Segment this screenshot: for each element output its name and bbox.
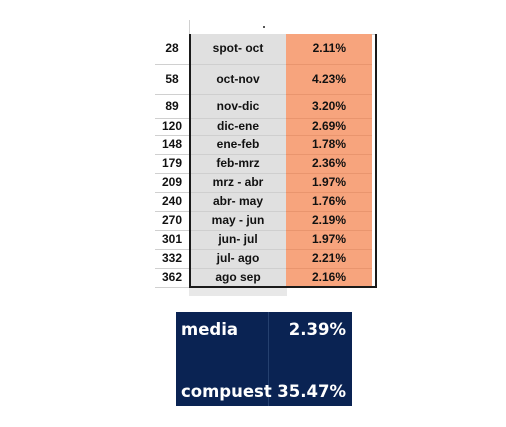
days-cell[interactable]: 28 [155, 34, 190, 65]
summary-divider [268, 312, 269, 406]
period-cell[interactable]: jul- ago [189, 249, 286, 269]
rate-cell[interactable]: 1.97% [286, 230, 372, 250]
days-cell[interactable]: 179 [155, 154, 190, 174]
summary-row-compuesta[interactable]: compuest 35.47% [176, 382, 352, 406]
days-cell[interactable]: 332 [155, 249, 190, 269]
table-row[interactable]: 301 jun- jul 1.97% [155, 230, 372, 250]
summary-row-media[interactable]: media 2.39% [176, 320, 352, 344]
rate-cell[interactable]: 1.97% [286, 173, 372, 193]
table-row[interactable]: 28 spot- oct 2.11% [155, 34, 372, 65]
days-cell[interactable]: 58 [155, 64, 190, 95]
period-cell[interactable]: may - jun [189, 211, 286, 231]
period-cell[interactable]: abr- may [189, 192, 286, 212]
summary-box: media 2.39% compuest 35.47% [176, 312, 352, 406]
table-row[interactable]: 209 mrz - abr 1.97% [155, 173, 372, 193]
rate-cell[interactable]: 2.11% [286, 34, 372, 65]
rate-cell[interactable]: 2.19% [286, 211, 372, 231]
period-cell[interactable]: spot- oct [189, 34, 286, 65]
media-value[interactable]: 2.39% [288, 320, 346, 339]
rate-cell[interactable]: 2.36% [286, 154, 372, 174]
rate-cell[interactable]: 2.21% [286, 249, 372, 269]
rate-cell[interactable]: 2.69% [286, 118, 372, 136]
days-cell[interactable]: 148 [155, 135, 190, 155]
media-label: media [181, 320, 238, 339]
table-row[interactable]: 58 oct-nov 4.23% [155, 64, 372, 95]
period-cell[interactable]: ene-feb [189, 135, 286, 155]
column-gridline [189, 20, 190, 34]
rate-cell[interactable]: 4.23% [286, 64, 372, 95]
days-cell[interactable]: 362 [155, 268, 190, 288]
rates-table: 28 spot- oct 2.11% 58 oct-nov 4.23% 89 n… [155, 34, 372, 288]
table-row[interactable]: 270 may - jun 2.19% [155, 211, 372, 231]
table-row[interactable]: 179 feb-mrz 2.36% [155, 154, 372, 174]
table-row[interactable]: 332 jul- ago 2.21% [155, 249, 372, 269]
table-row[interactable]: 362 ago sep 2.16% [155, 268, 372, 288]
days-cell[interactable]: 270 [155, 211, 190, 231]
days-cell[interactable]: 120 [155, 118, 190, 136]
rate-cell[interactable]: 2.16% [286, 268, 372, 288]
rate-cell[interactable]: 3.20% [286, 94, 372, 119]
table-row[interactable]: 148 ene-feb 1.78% [155, 135, 372, 155]
period-cell[interactable]: dic-ene [189, 118, 286, 136]
table-row[interactable]: 240 abr- may 1.76% [155, 192, 372, 212]
period-cell[interactable]: oct-nov [189, 64, 286, 95]
table-row[interactable]: 120 dic-ene 2.69% [155, 118, 372, 136]
period-cell[interactable]: nov-dic [189, 94, 286, 119]
rate-cell[interactable]: 1.76% [286, 192, 372, 212]
days-cell[interactable]: 89 [155, 94, 190, 119]
days-cell[interactable]: 209 [155, 173, 190, 193]
days-cell[interactable]: 240 [155, 192, 190, 212]
column-shading-stub [189, 288, 287, 296]
rate-cell[interactable]: 1.78% [286, 135, 372, 155]
period-cell[interactable]: ago sep [189, 268, 286, 288]
cell-marker [263, 26, 265, 28]
period-cell[interactable]: jun- jul [189, 230, 286, 250]
sheet-top-edge [155, 20, 375, 35]
compuesta-value[interactable]: 35.47% [277, 382, 346, 401]
period-cell[interactable]: feb-mrz [189, 154, 286, 174]
compuesta-label: compuest [181, 382, 272, 401]
rates-table-body: 28 spot- oct 2.11% 58 oct-nov 4.23% 89 n… [155, 34, 372, 288]
table-row[interactable]: 89 nov-dic 3.20% [155, 94, 372, 119]
period-cell[interactable]: mrz - abr [189, 173, 286, 193]
days-cell[interactable]: 301 [155, 230, 190, 250]
